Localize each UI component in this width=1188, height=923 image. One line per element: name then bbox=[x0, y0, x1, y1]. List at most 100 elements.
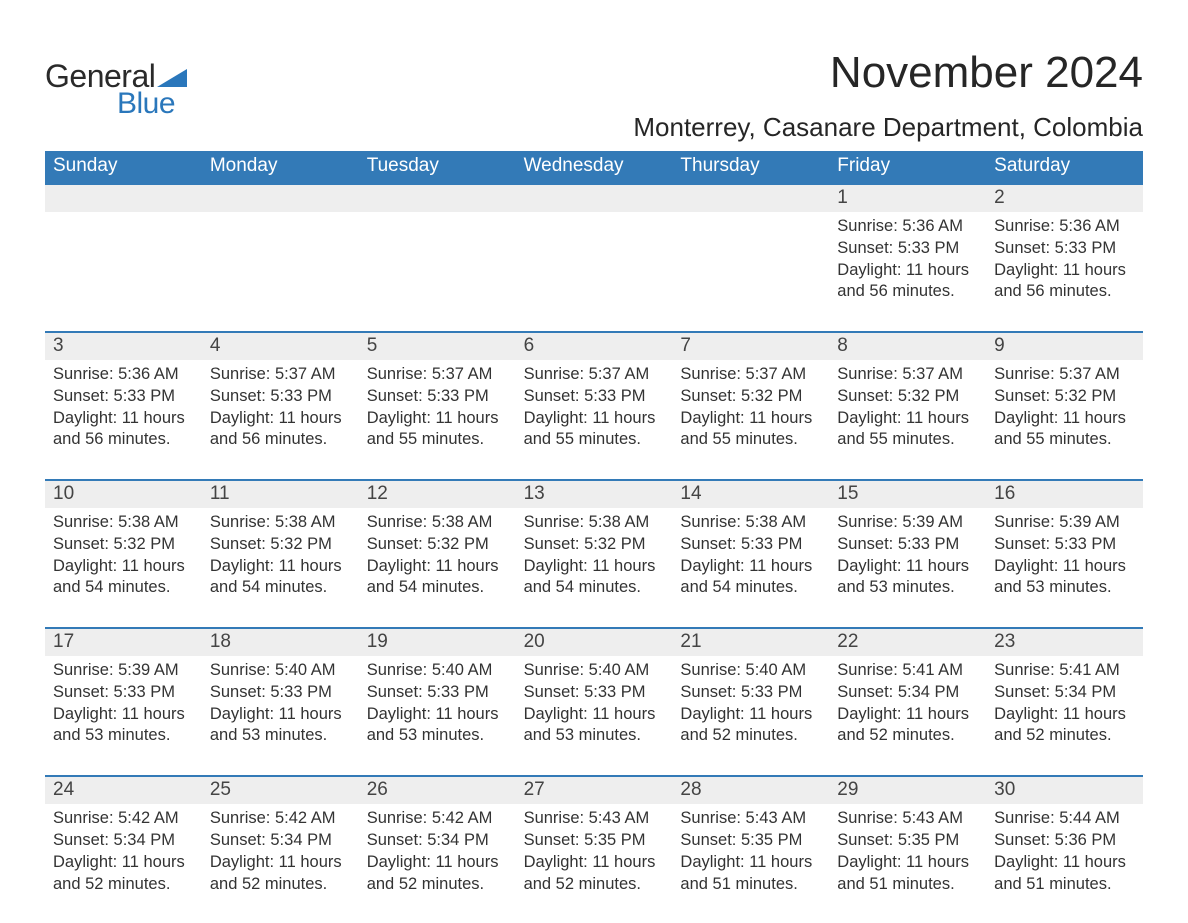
sunrise-line: Sunrise: 5:39 AM bbox=[837, 512, 978, 534]
day-cell: Sunrise: 5:37 AMSunset: 5:33 PMDaylight:… bbox=[359, 360, 516, 479]
day-of-week-header: Wednesday bbox=[516, 151, 673, 183]
day-number: 13 bbox=[516, 481, 673, 508]
day-number: 9 bbox=[986, 333, 1143, 360]
day-number bbox=[45, 185, 202, 212]
day-number bbox=[516, 185, 673, 212]
sunrise-line: Sunrise: 5:40 AM bbox=[210, 660, 351, 682]
daylight-line-1: Daylight: 11 hours bbox=[994, 852, 1135, 874]
daynum-band: 10111213141516 bbox=[45, 481, 1143, 508]
sunrise-line: Sunrise: 5:36 AM bbox=[53, 364, 194, 386]
daylight-line-1: Daylight: 11 hours bbox=[994, 408, 1135, 430]
sunrise-line: Sunrise: 5:43 AM bbox=[524, 808, 665, 830]
daylight-line-2: and 54 minutes. bbox=[524, 577, 665, 599]
sunset-line: Sunset: 5:32 PM bbox=[524, 534, 665, 556]
day-number: 25 bbox=[202, 777, 359, 804]
day-cell: Sunrise: 5:38 AMSunset: 5:32 PMDaylight:… bbox=[202, 508, 359, 627]
day-of-week-header: Saturday bbox=[986, 151, 1143, 183]
day-cell: Sunrise: 5:41 AMSunset: 5:34 PMDaylight:… bbox=[829, 656, 986, 775]
sunset-line: Sunset: 5:32 PM bbox=[53, 534, 194, 556]
sunset-line: Sunset: 5:35 PM bbox=[680, 830, 821, 852]
day-cell bbox=[359, 212, 516, 331]
daylight-line-2: and 54 minutes. bbox=[210, 577, 351, 599]
sunset-line: Sunset: 5:33 PM bbox=[994, 238, 1135, 260]
sunset-line: Sunset: 5:34 PM bbox=[210, 830, 351, 852]
sunrise-line: Sunrise: 5:38 AM bbox=[53, 512, 194, 534]
day-cell: Sunrise: 5:39 AMSunset: 5:33 PMDaylight:… bbox=[45, 656, 202, 775]
sunrise-line: Sunrise: 5:43 AM bbox=[680, 808, 821, 830]
sunrise-line: Sunrise: 5:42 AM bbox=[53, 808, 194, 830]
daylight-line-1: Daylight: 11 hours bbox=[837, 408, 978, 430]
day-cell: Sunrise: 5:37 AMSunset: 5:33 PMDaylight:… bbox=[202, 360, 359, 479]
daylight-line-1: Daylight: 11 hours bbox=[994, 260, 1135, 282]
sunrise-line: Sunrise: 5:37 AM bbox=[524, 364, 665, 386]
header: General Blue November 2024 Monterrey, Ca… bbox=[45, 28, 1143, 143]
daylight-line-2: and 54 minutes. bbox=[680, 577, 821, 599]
day-cell: Sunrise: 5:36 AMSunset: 5:33 PMDaylight:… bbox=[829, 212, 986, 331]
sunset-line: Sunset: 5:32 PM bbox=[994, 386, 1135, 408]
daylight-line-2: and 56 minutes. bbox=[53, 429, 194, 451]
sunset-line: Sunset: 5:34 PM bbox=[367, 830, 508, 852]
daynum-band: 12 bbox=[45, 185, 1143, 212]
day-number: 17 bbox=[45, 629, 202, 656]
week-row: 10111213141516Sunrise: 5:38 AMSunset: 5:… bbox=[45, 479, 1143, 627]
daylight-line-1: Daylight: 11 hours bbox=[837, 556, 978, 578]
daylight-line-2: and 55 minutes. bbox=[680, 429, 821, 451]
sunset-line: Sunset: 5:35 PM bbox=[524, 830, 665, 852]
daylight-line-2: and 53 minutes. bbox=[524, 725, 665, 747]
day-number: 4 bbox=[202, 333, 359, 360]
day-cell: Sunrise: 5:40 AMSunset: 5:33 PMDaylight:… bbox=[672, 656, 829, 775]
sunset-line: Sunset: 5:33 PM bbox=[524, 682, 665, 704]
sunrise-line: Sunrise: 5:42 AM bbox=[367, 808, 508, 830]
daylight-line-2: and 56 minutes. bbox=[994, 281, 1135, 303]
day-number: 23 bbox=[986, 629, 1143, 656]
day-number: 14 bbox=[672, 481, 829, 508]
day-cell: Sunrise: 5:36 AMSunset: 5:33 PMDaylight:… bbox=[45, 360, 202, 479]
day-cell: Sunrise: 5:38 AMSunset: 5:33 PMDaylight:… bbox=[672, 508, 829, 627]
daylight-line-2: and 53 minutes. bbox=[994, 577, 1135, 599]
daylight-line-2: and 55 minutes. bbox=[524, 429, 665, 451]
daylight-line-1: Daylight: 11 hours bbox=[210, 408, 351, 430]
sunset-line: Sunset: 5:32 PM bbox=[680, 386, 821, 408]
daylight-line-1: Daylight: 11 hours bbox=[53, 704, 194, 726]
daylight-line-2: and 55 minutes. bbox=[837, 429, 978, 451]
week-row: 24252627282930Sunrise: 5:42 AMSunset: 5:… bbox=[45, 775, 1143, 923]
sunset-line: Sunset: 5:33 PM bbox=[837, 238, 978, 260]
daylight-line-2: and 52 minutes. bbox=[524, 874, 665, 896]
sunset-line: Sunset: 5:32 PM bbox=[837, 386, 978, 408]
day-number: 5 bbox=[359, 333, 516, 360]
day-cell: Sunrise: 5:37 AMSunset: 5:33 PMDaylight:… bbox=[516, 360, 673, 479]
day-number: 18 bbox=[202, 629, 359, 656]
daylight-line-2: and 56 minutes. bbox=[210, 429, 351, 451]
day-cell: Sunrise: 5:44 AMSunset: 5:36 PMDaylight:… bbox=[986, 804, 1143, 923]
daylight-line-2: and 54 minutes. bbox=[367, 577, 508, 599]
day-cell: Sunrise: 5:38 AMSunset: 5:32 PMDaylight:… bbox=[359, 508, 516, 627]
day-cell: Sunrise: 5:42 AMSunset: 5:34 PMDaylight:… bbox=[45, 804, 202, 923]
sunset-line: Sunset: 5:33 PM bbox=[53, 682, 194, 704]
daylight-line-2: and 51 minutes. bbox=[837, 874, 978, 896]
day-number bbox=[359, 185, 516, 212]
page-title: November 2024 bbox=[633, 48, 1143, 98]
day-cell: Sunrise: 5:43 AMSunset: 5:35 PMDaylight:… bbox=[829, 804, 986, 923]
day-cell: Sunrise: 5:43 AMSunset: 5:35 PMDaylight:… bbox=[516, 804, 673, 923]
day-number: 11 bbox=[202, 481, 359, 508]
daylight-line-2: and 52 minutes. bbox=[837, 725, 978, 747]
daylight-line-1: Daylight: 11 hours bbox=[367, 408, 508, 430]
location-text: Monterrey, Casanare Department, Colombia bbox=[633, 112, 1143, 143]
day-number: 27 bbox=[516, 777, 673, 804]
daynum-band: 24252627282930 bbox=[45, 777, 1143, 804]
sunrise-line: Sunrise: 5:37 AM bbox=[210, 364, 351, 386]
day-number bbox=[202, 185, 359, 212]
day-number: 6 bbox=[516, 333, 673, 360]
daylight-line-1: Daylight: 11 hours bbox=[53, 408, 194, 430]
sunrise-line: Sunrise: 5:43 AM bbox=[837, 808, 978, 830]
day-cell: Sunrise: 5:40 AMSunset: 5:33 PMDaylight:… bbox=[202, 656, 359, 775]
day-number: 8 bbox=[829, 333, 986, 360]
sunset-line: Sunset: 5:35 PM bbox=[837, 830, 978, 852]
title-block: November 2024 Monterrey, Casanare Depart… bbox=[633, 28, 1143, 143]
day-number: 28 bbox=[672, 777, 829, 804]
sunset-line: Sunset: 5:33 PM bbox=[210, 386, 351, 408]
day-cell: Sunrise: 5:43 AMSunset: 5:35 PMDaylight:… bbox=[672, 804, 829, 923]
calendar: SundayMondayTuesdayWednesdayThursdayFrid… bbox=[45, 151, 1143, 923]
daylight-line-1: Daylight: 11 hours bbox=[524, 408, 665, 430]
daylight-line-1: Daylight: 11 hours bbox=[837, 260, 978, 282]
